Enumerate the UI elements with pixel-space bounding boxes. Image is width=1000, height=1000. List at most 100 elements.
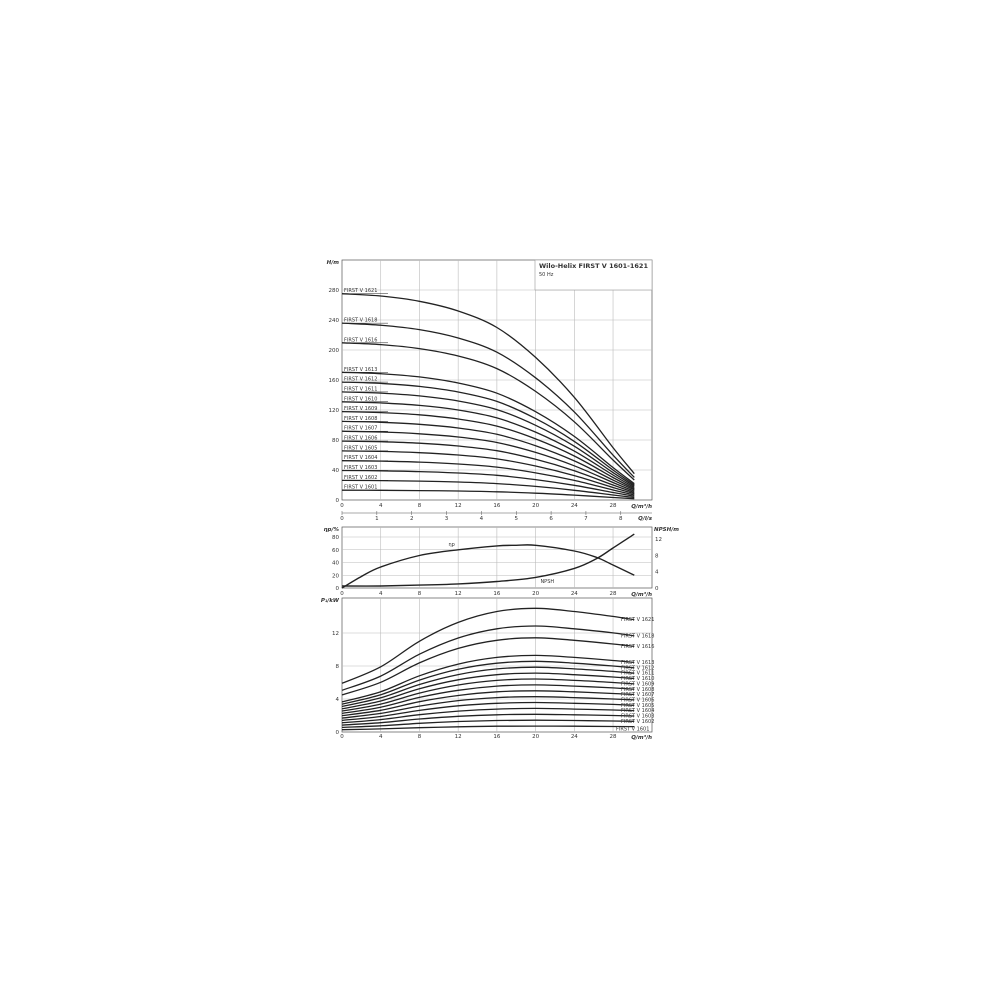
head-curve-label: FIRST V 1609: [344, 406, 377, 412]
power-xtick-label: 16: [493, 734, 500, 740]
npsh-ytick-label: 4: [655, 570, 659, 576]
eff-xtick-label: 16: [493, 591, 500, 597]
head-curve-label: FIRST V 1621: [344, 288, 377, 294]
npsh-y-axis-title: NPSH/m: [654, 527, 679, 533]
head-curve: [341, 469, 635, 497]
eff-ytick-label: 60: [332, 548, 339, 554]
power-curve: [341, 607, 635, 684]
head-xtick-label: 4: [379, 503, 383, 509]
power-curve-label: FIRST V 1607: [621, 692, 654, 698]
eff-ytick-label: 80: [332, 535, 339, 541]
head-curve: [341, 342, 635, 481]
eff-x-axis-title: Q/m³/h: [631, 591, 652, 598]
eff-xtick-label: 28: [610, 591, 617, 597]
head-xtick-label: 12: [455, 503, 462, 509]
efficiency-curve-label: ηp: [448, 542, 454, 548]
flow-ls-tick-label: 6: [549, 516, 553, 522]
head-x-axis-title: Q/m³/h: [631, 503, 652, 510]
head-curve: [341, 450, 635, 495]
head-xtick-label: 0: [340, 503, 344, 509]
eff-xtick-label: 8: [418, 591, 422, 597]
eff-ytick-label: 40: [332, 561, 339, 567]
head-ytick-label: 0: [336, 498, 340, 504]
head-curve: [341, 391, 635, 487]
power-curve: [341, 678, 635, 712]
flow-ls-axis-title: Q/l/s: [638, 516, 653, 522]
head-curve: [341, 322, 635, 478]
head-curve: [341, 420, 635, 491]
head-xtick-label: 28: [610, 503, 617, 509]
head-xtick-label: 8: [418, 503, 422, 509]
head-curve: [341, 410, 635, 490]
eff-xtick-label: 4: [379, 591, 383, 597]
power-curve-label: FIRST V 1611: [621, 671, 654, 677]
power-ytick-label: 0: [336, 730, 340, 736]
power-curve-label: FIRST V 1602: [621, 719, 654, 725]
npsh-ytick-label: 12: [655, 537, 662, 543]
power-curve-label: FIRST V 1616: [621, 644, 654, 650]
head-curve-label: FIRST V 1606: [344, 436, 377, 442]
head-curve-label: FIRST V 1602: [344, 475, 377, 481]
power-curve-label: FIRST V 1621: [621, 617, 654, 623]
head-curve-label: FIRST V 1601: [344, 485, 377, 491]
head-curve-label: FIRST V 1605: [344, 445, 377, 451]
flow-ls-tick-label: 2: [410, 516, 414, 522]
power-curve-label: FIRST V 1610: [621, 676, 654, 682]
flow-ls-tick-label: 0: [340, 516, 344, 522]
power-curve-label: FIRST V 1618: [621, 633, 654, 639]
head-curve-label: FIRST V 1613: [344, 367, 377, 373]
power-curve: [341, 660, 635, 705]
power-curve: [341, 666, 635, 708]
eff-xtick-label: 12: [455, 591, 462, 597]
eff-xtick-label: 24: [571, 591, 578, 597]
power-xtick-label: 8: [418, 734, 422, 740]
power-curve-label: FIRST V 1609: [621, 681, 654, 687]
head-curve: [341, 489, 635, 500]
head-curve-label: FIRST V 1618: [344, 318, 377, 324]
head-ytick-label: 80: [332, 438, 339, 444]
power-curve: [341, 713, 635, 726]
power-curve: [341, 654, 635, 703]
head-ytick-label: 160: [329, 378, 340, 384]
power-x-axis-title: Q/m³/h: [631, 734, 652, 741]
head-curve: [341, 430, 635, 492]
power-xtick-label: 20: [532, 734, 539, 740]
head-curve: [341, 460, 635, 496]
head-curve-label: FIRST V 1611: [344, 386, 377, 392]
eff-y-axis-title: ηp/%: [324, 527, 340, 533]
npsh-curve: [341, 533, 635, 587]
head-curve: [341, 479, 635, 499]
power-curve: [341, 690, 635, 717]
head-curve-label: FIRST V 1612: [344, 377, 377, 383]
power-curve: [341, 684, 635, 715]
power-curve: [341, 637, 635, 696]
head-ytick-label: 40: [332, 468, 339, 474]
power-xtick-label: 28: [610, 734, 617, 740]
power-curve: [341, 719, 635, 729]
power-xtick-label: 24: [571, 734, 578, 740]
power-curve-label: FIRST V 1604: [621, 708, 654, 714]
head-curve: [341, 440, 635, 494]
power-ytick-label: 8: [336, 664, 340, 670]
head-ytick-label: 240: [329, 318, 340, 324]
head-curve: [341, 381, 635, 486]
head-curve-label: FIRST V 1616: [344, 337, 377, 343]
power-curve: [341, 707, 635, 724]
power-xtick-label: 12: [455, 734, 462, 740]
head-curve-label: FIRST V 1603: [344, 465, 377, 471]
eff-xtick-label: 20: [532, 591, 539, 597]
chart-subtitle: 50 Hz: [539, 272, 554, 278]
eff-ytick-label: 20: [332, 573, 339, 579]
head-curve-label: FIRST V 1610: [344, 396, 377, 402]
power-ytick-label: 4: [336, 697, 340, 703]
npsh-ytick-label: 8: [655, 553, 659, 559]
head-xtick-label: 20: [532, 503, 539, 509]
power-ytick-label: 12: [332, 631, 339, 637]
power-curve: [341, 696, 635, 719]
head-ytick-label: 200: [329, 348, 340, 354]
flow-ls-tick-label: 8: [619, 516, 623, 522]
head-xtick-label: 16: [493, 503, 500, 509]
flow-ls-tick-label: 1: [375, 516, 379, 522]
